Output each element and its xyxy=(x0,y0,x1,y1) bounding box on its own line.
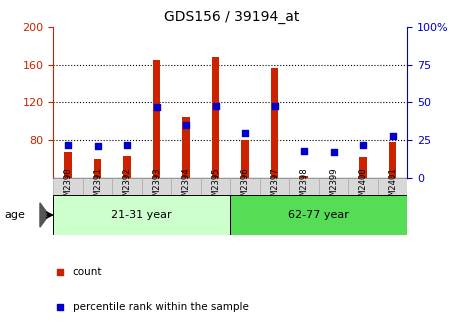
Bar xyxy=(64,152,72,178)
Point xyxy=(212,103,219,108)
Text: GSM2391: GSM2391 xyxy=(93,168,102,205)
Bar xyxy=(53,195,231,235)
Bar xyxy=(389,142,396,178)
Text: GSM2399: GSM2399 xyxy=(329,168,338,205)
Point xyxy=(56,269,64,275)
Point xyxy=(330,150,338,155)
Bar xyxy=(201,178,231,195)
Text: GSM2392: GSM2392 xyxy=(123,168,131,205)
Text: age: age xyxy=(5,210,25,220)
Text: GSM2396: GSM2396 xyxy=(241,168,250,205)
Bar xyxy=(171,178,201,195)
Bar xyxy=(212,57,219,178)
Point xyxy=(271,103,278,108)
Text: 21-31 year: 21-31 year xyxy=(112,210,172,220)
Bar xyxy=(378,178,407,195)
Bar xyxy=(271,69,278,178)
Point xyxy=(359,142,367,148)
Point xyxy=(182,123,190,128)
Text: GSM2397: GSM2397 xyxy=(270,168,279,205)
Point xyxy=(241,130,249,135)
Point xyxy=(389,133,396,138)
Text: GSM2401: GSM2401 xyxy=(388,168,397,205)
Point xyxy=(300,148,308,154)
Text: percentile rank within the sample: percentile rank within the sample xyxy=(73,302,249,312)
Bar xyxy=(231,178,260,195)
Bar xyxy=(153,60,160,178)
Point xyxy=(123,142,131,148)
Bar xyxy=(83,178,113,195)
Bar xyxy=(349,178,378,195)
Bar xyxy=(359,157,367,178)
Text: GSM2390: GSM2390 xyxy=(63,168,73,205)
Text: GSM2398: GSM2398 xyxy=(300,168,309,205)
Polygon shape xyxy=(40,203,49,227)
Bar xyxy=(94,159,101,178)
Text: GSM2400: GSM2400 xyxy=(359,168,368,205)
Text: 62-77 year: 62-77 year xyxy=(288,210,349,220)
Text: GSM2394: GSM2394 xyxy=(181,168,191,205)
Text: count: count xyxy=(73,267,102,277)
Point xyxy=(64,142,72,148)
Bar xyxy=(113,178,142,195)
Text: GDS156 / 39194_at: GDS156 / 39194_at xyxy=(164,10,299,24)
Text: GSM2395: GSM2395 xyxy=(211,168,220,205)
Bar xyxy=(182,117,190,178)
Bar xyxy=(241,140,249,178)
Point xyxy=(56,305,64,310)
Bar xyxy=(123,156,131,178)
Bar xyxy=(260,178,289,195)
Bar xyxy=(142,178,171,195)
Bar xyxy=(53,178,83,195)
Bar xyxy=(300,176,308,178)
Bar xyxy=(319,178,349,195)
Point xyxy=(94,144,101,149)
Point xyxy=(153,104,160,110)
Bar xyxy=(231,195,407,235)
Text: GSM2393: GSM2393 xyxy=(152,168,161,205)
Bar xyxy=(289,178,319,195)
